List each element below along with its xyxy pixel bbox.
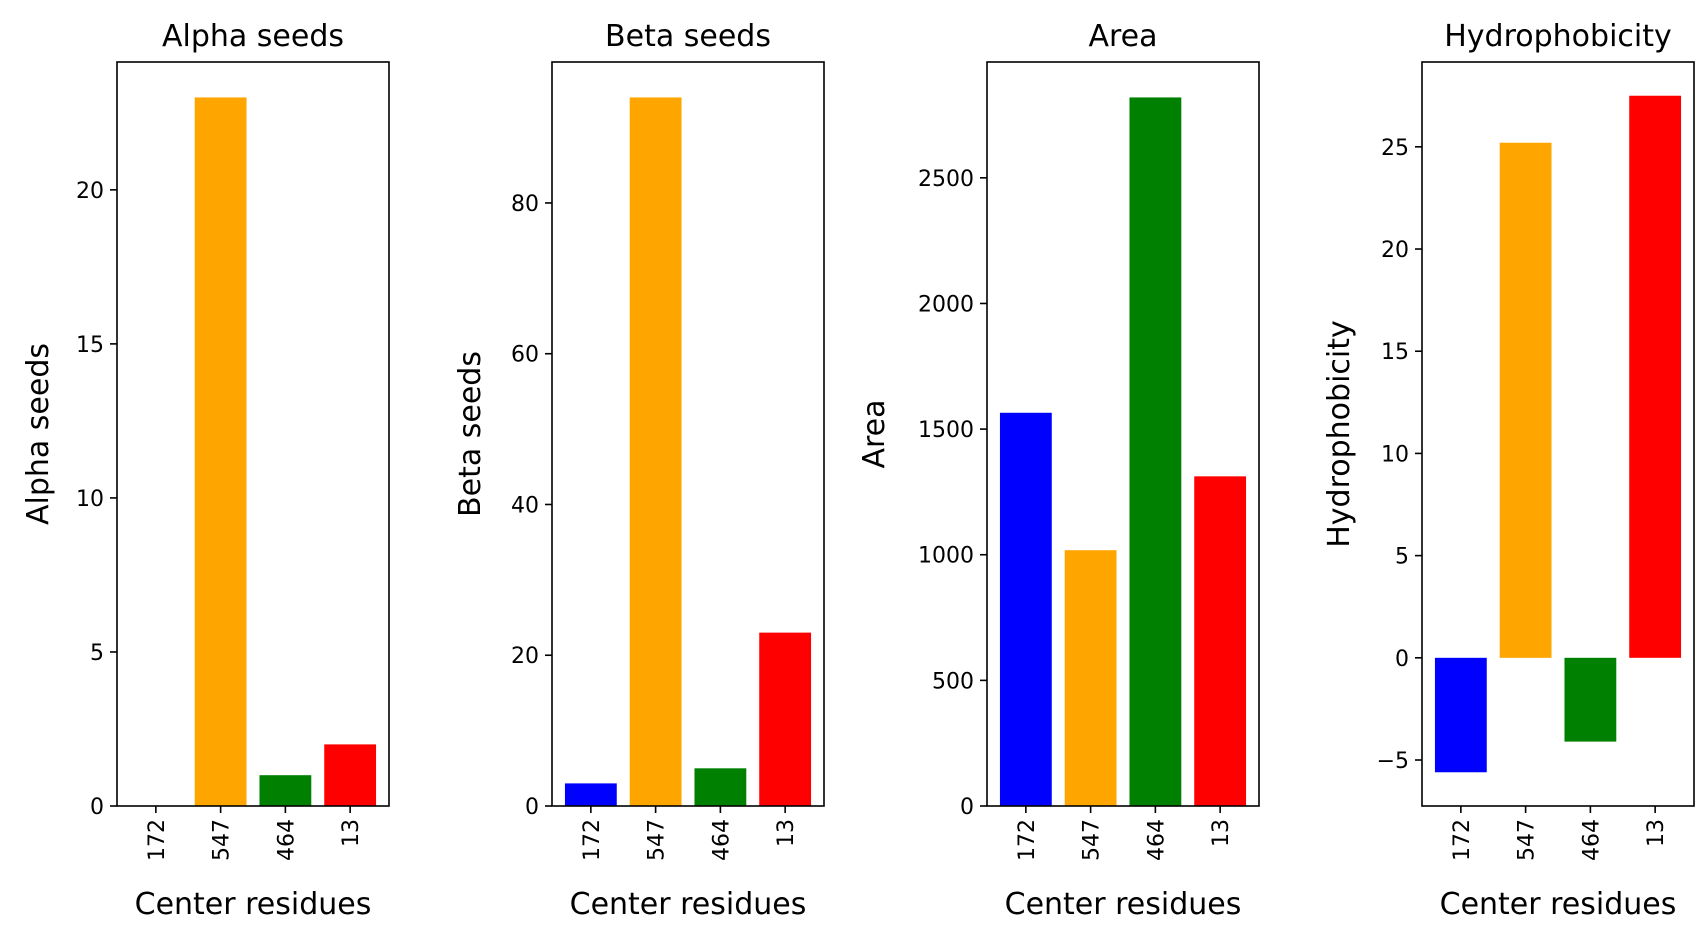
x-tick-label: 13 xyxy=(774,819,799,847)
bar-464 xyxy=(694,768,747,806)
y-axis-label: Beta seeds xyxy=(453,351,488,517)
x-tick-label: 464 xyxy=(1579,819,1604,861)
bar-464 xyxy=(1129,97,1182,807)
y-tick-label: 0 xyxy=(90,795,104,820)
y-tick-label: 10 xyxy=(1381,442,1409,467)
bar-547 xyxy=(1499,142,1552,658)
bar-13 xyxy=(759,632,812,806)
y-tick-label: 20 xyxy=(76,179,104,204)
y-axis-label: Area xyxy=(857,399,892,468)
chart-title: Beta seeds xyxy=(605,19,771,54)
x-tick-label: 172 xyxy=(1450,819,1475,861)
x-tick-label: 547 xyxy=(1080,819,1105,861)
y-tick-label: 60 xyxy=(511,343,539,368)
y-tick-label: 500 xyxy=(932,669,974,694)
x-tick-label: 172 xyxy=(1015,819,1040,861)
axes-frame xyxy=(116,61,390,807)
x-tick-label: 13 xyxy=(1209,819,1234,847)
bar-464 xyxy=(1564,657,1617,742)
bar-547 xyxy=(1064,550,1117,806)
chart-title: Area xyxy=(1088,19,1157,54)
chart-panel-1: 0 5 10 15 20 172 547 464 13 Alpha seeds Center res… xyxy=(21,19,390,922)
y-tick-label: 20 xyxy=(511,644,539,669)
axes-frame xyxy=(1421,61,1695,807)
x-tick-label: 172 xyxy=(145,819,170,861)
y-tick-label: 20 xyxy=(1381,238,1409,263)
chart-panel-4: −5 0 5 10 15 20 25 172 547 464 13 Hydrophobicity Cen… xyxy=(1322,19,1695,922)
chart-panels: 0 5 10 15 20 172 547 464 13 Alpha seeds Center res… xyxy=(21,19,1695,922)
bar-172 xyxy=(564,783,617,806)
bar-13 xyxy=(324,744,377,806)
bar-172 xyxy=(1434,657,1487,773)
axes-frame xyxy=(551,61,825,807)
x-tick-label: 464 xyxy=(274,819,299,861)
bar-547 xyxy=(629,97,682,807)
x-tick-label: 464 xyxy=(709,819,734,861)
x-tick-label: 547 xyxy=(210,819,235,861)
y-tick-label: 2000 xyxy=(918,292,974,317)
y-tick-label: −5 xyxy=(1377,749,1409,774)
y-tick-label: 15 xyxy=(76,333,104,358)
chart-title: Alpha seeds xyxy=(162,19,344,54)
x-tick-label: 547 xyxy=(645,819,670,861)
y-tick-label: 40 xyxy=(511,493,539,518)
x-axis-label: Center residues xyxy=(135,887,372,922)
x-tick-label: 13 xyxy=(339,819,364,847)
y-tick-label: 0 xyxy=(1395,647,1409,672)
x-axis-label: Center residues xyxy=(1440,887,1677,922)
chart-panel-2: 0 20 40 60 80 172 547 464 13 Beta seeds Center res… xyxy=(453,19,825,922)
x-axis-label: Center residues xyxy=(1005,887,1242,922)
bar-13 xyxy=(1629,95,1682,658)
x-tick-label: 547 xyxy=(1515,819,1540,861)
chart-panel-3: 0 500 1000 1500 2000 2500 172 547 464 13 Area Cente… xyxy=(857,19,1260,922)
y-tick-label: 15 xyxy=(1381,340,1409,365)
y-tick-label: 0 xyxy=(960,795,974,820)
x-tick-label: 13 xyxy=(1644,819,1669,847)
y-tick-label: 10 xyxy=(76,487,104,512)
y-axis-label: Hydrophobicity xyxy=(1322,320,1357,548)
bar-172 xyxy=(999,412,1052,806)
axes-frame xyxy=(986,61,1260,807)
bar-464 xyxy=(259,775,312,806)
y-axis-label: Alpha seeds xyxy=(21,343,56,525)
y-tick-label: 80 xyxy=(511,192,539,217)
y-tick-label: 25 xyxy=(1381,136,1409,161)
bar-13 xyxy=(1194,476,1247,806)
chart-title: Hydrophobicity xyxy=(1444,19,1672,54)
y-tick-label: 1000 xyxy=(918,544,974,569)
x-tick-label: 464 xyxy=(1144,819,1169,861)
y-tick-label: 5 xyxy=(90,641,104,666)
bar-547 xyxy=(194,97,247,807)
y-tick-label: 1500 xyxy=(918,418,974,443)
y-tick-label: 0 xyxy=(525,795,539,820)
y-tick-label: 5 xyxy=(1395,545,1409,570)
x-tick-label: 172 xyxy=(580,819,605,861)
x-axis-label: Center residues xyxy=(570,887,807,922)
y-tick-label: 2500 xyxy=(918,167,974,192)
